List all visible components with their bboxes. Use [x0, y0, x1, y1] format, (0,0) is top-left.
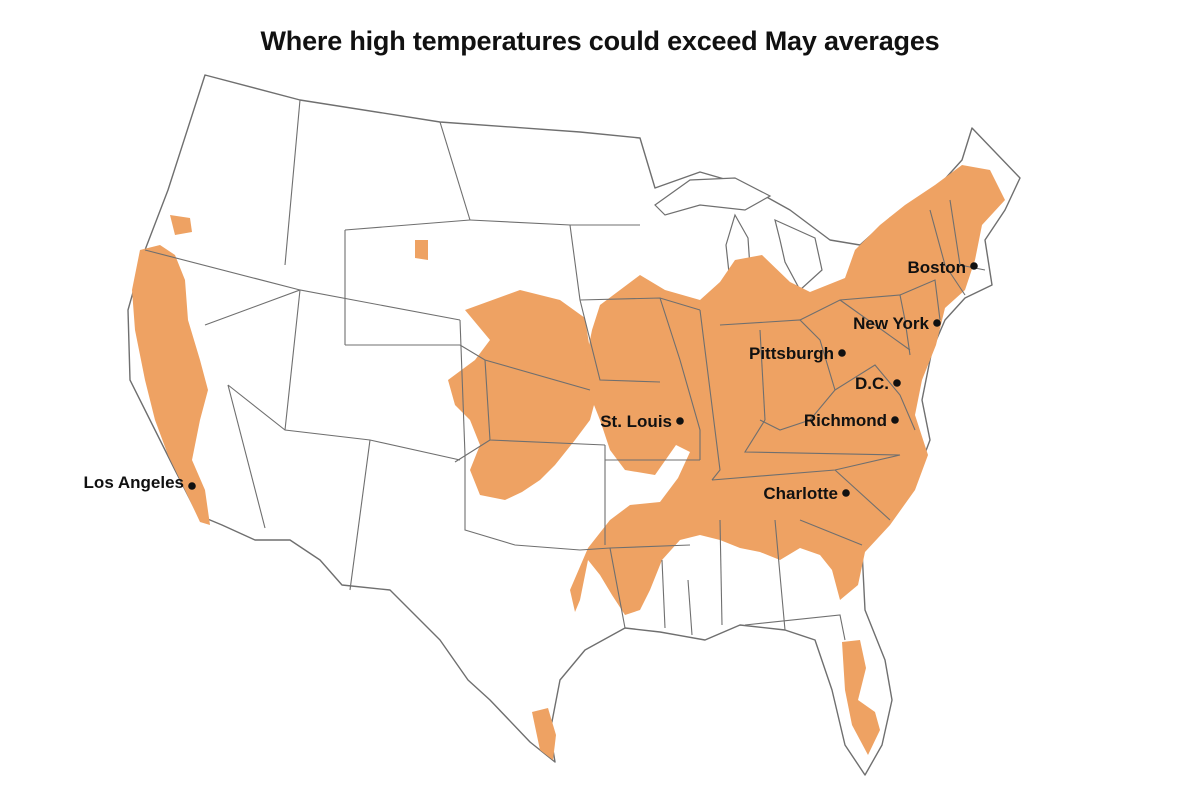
city-dot-st-louis [676, 417, 684, 425]
city-dot-charlotte [842, 489, 850, 497]
city-markers [188, 262, 978, 497]
region-midwest-east [570, 165, 1005, 615]
city-labels: Los Angeles St. Louis Pittsburgh Boston … [84, 258, 966, 503]
city-dot-new-york [933, 319, 941, 327]
city-label-new-york: New York [853, 314, 929, 333]
region-central-plains [448, 290, 598, 500]
region-florida [842, 640, 880, 755]
city-dot-richmond [891, 416, 899, 424]
city-dot-dc [893, 379, 901, 387]
city-label-richmond: Richmond [804, 411, 887, 430]
city-dot-boston [970, 262, 978, 270]
city-label-boston: Boston [907, 258, 966, 277]
city-label-los-angeles: Los Angeles [84, 473, 184, 492]
lake-superior [654, 177, 772, 216]
city-label-pittsburgh: Pittsburgh [749, 344, 834, 363]
city-label-dc: D.C. [855, 374, 889, 393]
city-label-st-louis: St. Louis [600, 412, 672, 431]
city-dot-pittsburgh [838, 349, 846, 357]
region-pacific-coast [132, 245, 210, 525]
state-borders [144, 99, 986, 641]
above-average-regions [132, 165, 1005, 760]
region-texas-gulf [532, 708, 556, 760]
map-title: Where high temperatures could exceed May… [260, 26, 940, 56]
city-label-charlotte: Charlotte [763, 484, 838, 503]
region-oregon-patch [170, 215, 192, 235]
region-wyoming-dot [415, 240, 428, 260]
city-dot-los-angeles [188, 482, 196, 490]
